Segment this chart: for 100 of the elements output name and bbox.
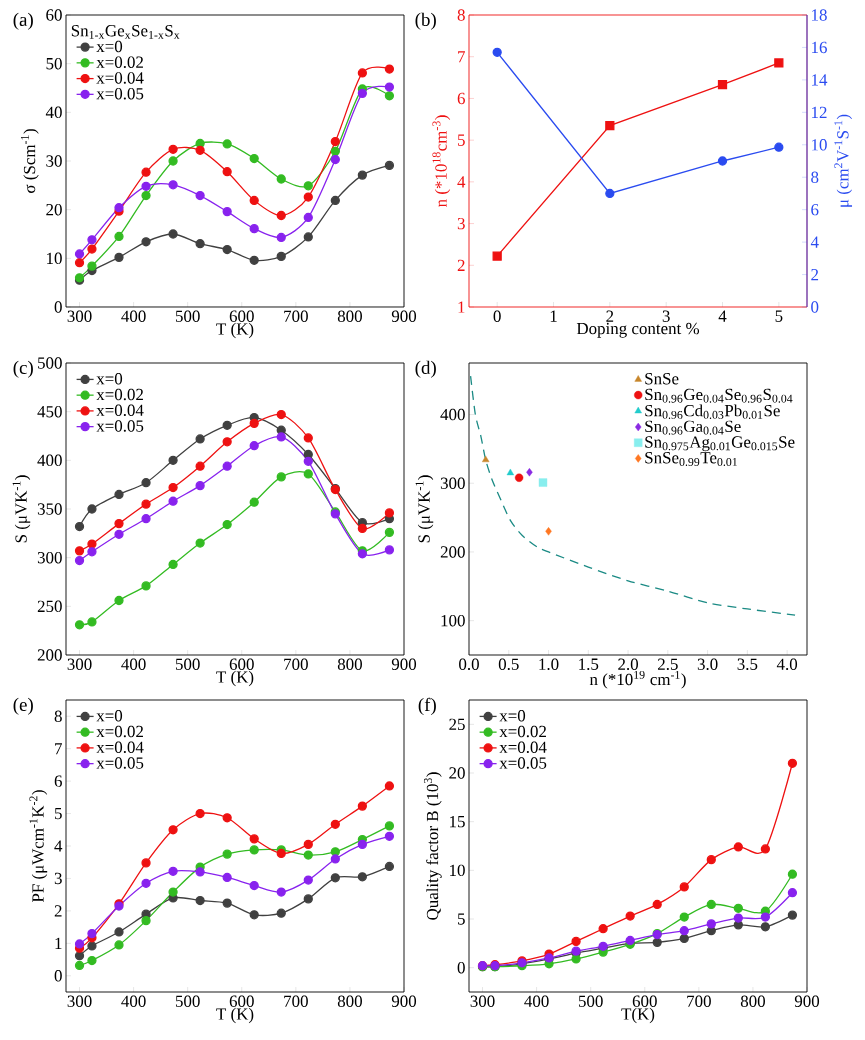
legend-label: x=0.02 [96,725,143,738]
x-tick-label: 500 [175,995,200,1007]
legend-label: x=0.02 [96,388,143,401]
legend-label: x=0 [96,373,123,385]
legend-label: x=0.04 [96,72,144,84]
x-tick-label: 400 [121,995,146,1007]
y2-tick-label: 16 [812,41,827,54]
y-tick-label: 10 [47,252,62,265]
x-tick-label: 1.0 [539,658,559,671]
legend-label: x=0.02 [499,725,546,738]
y-tick-label: 0 [457,961,465,974]
legend-label: x=0.05 [96,420,144,432]
y-tick-label: 4 [457,176,466,188]
x-tick-label: 2 [606,310,614,322]
y-tick-label: 60 [46,9,62,21]
legend-label: SnSe [645,373,679,385]
text: (e) [13,697,33,715]
legend-label: Sn$_{0.96}$Ga$_{0.04}$Se [645,420,741,435]
y2-tick-label: 2 [811,268,819,281]
y-tick-label: 100 [441,614,465,627]
x-tick-label: 700 [284,995,308,1007]
legend-label: Sn$_{0.975}$Ag$_{0.01}$Ge$_{0.015}$Se [645,436,795,452]
x-tick-label: 3.5 [737,658,758,670]
y-tick-label: 7 [55,743,62,755]
y-axis-title: S (μVK$^{-1}$) [415,475,434,543]
legend-label: x=0 [499,710,526,722]
y-tick-label: 3 [54,872,62,885]
x-tick-label: 4 [718,310,727,322]
x-tick-label: 300 [470,995,495,1007]
legend-label: x=0.04 [499,741,547,754]
y-tick-label: 1 [458,301,465,313]
y-tick-label: 3 [457,217,465,230]
y-tick-label: 250 [37,600,62,613]
legend-label: x=0.02 [96,56,143,68]
x-tick-label: 900 [391,995,417,1007]
x-tick-label: 1 [550,310,557,322]
y-tick-label: 8 [54,710,62,722]
legend-label: SnSe$_{0.99}$Te$_{0.01}$ [645,452,737,467]
legend-label: x=0 [96,40,123,53]
text: (b) [415,12,436,30]
y-tick-label: 6 [54,775,62,787]
x-tick-label: 400 [121,310,146,322]
x-tick-label: 700 [687,995,711,1007]
legend-label: x=0.05 [96,87,144,100]
y-tick-label: 1 [55,937,62,949]
x-tick-label: 800 [337,995,362,1007]
legend-title: Sn$_{1-x}$Ge$_{x}$Se$_{1-x}$S$_{x}$ [71,25,180,39]
y2-tick-label: 18 [812,9,827,21]
text: (d) [415,360,436,378]
y-tick-label: 450 [37,405,62,418]
x-tick-label: 600 [229,658,254,670]
x-axis-title: T (K) [216,322,254,339]
x-tick-label: 500 [578,995,603,1007]
x-tick-label: 500 [175,658,200,670]
x-axis-title: Doping content % [576,322,700,338]
y-tick-label: 4 [54,840,63,852]
x-tick-label: 3 [662,310,670,322]
x-axis-title: T (K) [216,670,254,687]
text: (a) [13,12,33,30]
y-tick-label: 8 [457,9,465,21]
y-tick-label: 20 [449,767,465,779]
x-tick-label: 800 [337,310,362,322]
y-tick-label: 30 [46,155,62,167]
y-axis-title: PF (μWcm$^{-1}$K$^{-2}$) [29,790,48,903]
text: (f) [418,697,436,716]
x-tick-label: 2.0 [618,658,639,671]
x-tick-label: 4.0 [776,658,798,671]
x-tick-label: 500 [175,310,200,322]
legend-label: Sn$_{0.96}$Ge$_{0.04}$Se$_{0.96}$S$_{0.04}$ [645,388,793,403]
legend-label: x=0.04 [96,741,144,754]
x-axis-title: T (K) [216,1007,254,1024]
x-tick-label: 700 [284,658,308,670]
legend-label: x=0 [96,710,123,722]
x-tick-label: 400 [524,995,549,1007]
y-tick-label: 200 [37,649,62,661]
y-tick-label: 300 [37,551,62,564]
y2-tick-label: 4 [810,236,819,248]
y2-tick-label: 10 [812,139,827,151]
x-tick-label: 1.5 [579,658,599,670]
y-tick-label: 15 [450,816,465,828]
y2-tick-label: 0 [811,301,819,313]
y-tick-label: 25 [449,718,465,731]
x-tick-label: 300 [67,658,92,670]
x-tick-label: 0 [493,310,501,322]
y-tick-label: 6 [457,92,465,105]
legend-label: x=0.04 [96,404,144,417]
x-tick-label: 600 [632,995,657,1007]
x-tick-label: 3.0 [697,658,718,671]
legend-label: Sn$_{0.96}$Cd$_{0.03}$Pb$_{0.01}$Se [645,404,780,419]
y-tick-label: 400 [440,408,465,421]
y2-axis-title: μ (cm$^{2}$V$^{-1}$S$^{-1}$) [834,114,853,207]
x-tick-label: 900 [794,995,820,1007]
x-tick-label: 600 [229,310,254,322]
y-axis-title: S (μVK$^{-1}$) [12,475,31,543]
y-tick-label: 400 [37,454,62,467]
y-axis-title: Quality factor B (10$^{3}$) [423,772,442,920]
y2-tick-label: 14 [812,74,828,86]
y-tick-label: 2 [54,905,62,917]
y-tick-label: 50 [46,57,62,70]
y-tick-label: 300 [440,477,465,489]
